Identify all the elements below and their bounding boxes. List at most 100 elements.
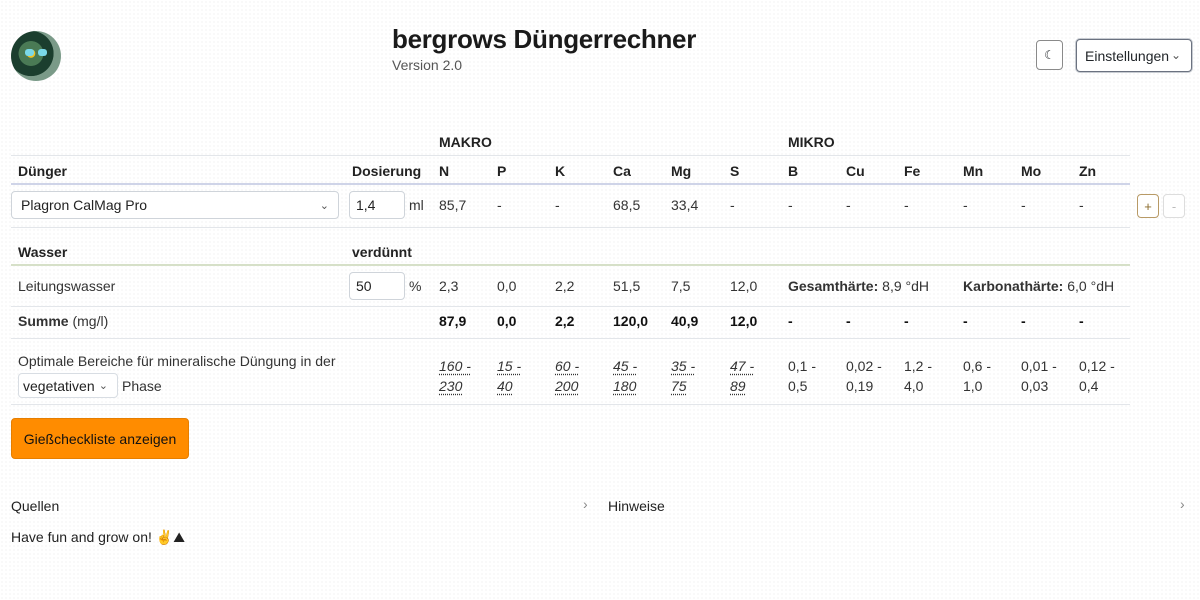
dilution-unit: % [409, 278, 422, 294]
accordion-quellen[interactable]: Quellen [11, 498, 60, 514]
fert-value-mg: 33,4 [671, 197, 699, 213]
col-header-mn: Mn [963, 163, 984, 179]
col-header-dosierung: Dosierung [352, 163, 422, 179]
fert-value-zn: - [1079, 197, 1084, 213]
col-header-zn: Zn [1079, 163, 1097, 179]
avatar-eye [25, 49, 34, 56]
fert-value-n: 85,7 [439, 197, 467, 213]
fertilizer-name: Plagron CalMag Pro [21, 197, 148, 213]
gesamthaerte: Gesamthärte: 8,9 °dH [788, 278, 929, 294]
dose-value: 1,4 [356, 197, 376, 213]
range-cu: 0,02 - 0,19 [846, 356, 882, 396]
range-low: 35 - [671, 358, 696, 374]
range-s[interactable]: 47 - 89 [730, 356, 754, 396]
gesamthaerte-value: 8,9 °dH [882, 278, 930, 294]
divider [11, 183, 1130, 185]
sum-title: Summe [18, 313, 69, 329]
range-p[interactable]: 15 - 40 [497, 356, 521, 396]
settings-dropdown[interactable]: Einstellungen ⌄ [1076, 39, 1192, 72]
col-header-mo: Mo [1021, 163, 1042, 179]
range-high: 89 [730, 378, 746, 394]
range-high: 0,4 [1079, 378, 1099, 394]
sum-label: Summe (mg/l) [18, 313, 108, 329]
fert-value-s: - [730, 197, 735, 213]
water-header: Wasser [18, 244, 68, 260]
phase-select[interactable]: vegetativen ⌄ [18, 373, 118, 398]
karbonathaerte-label: Karbonathärte: [963, 278, 1064, 294]
range-high: 180 [613, 378, 637, 394]
sum-value-b: - [788, 313, 793, 329]
range-low: 0,12 - [1079, 358, 1115, 374]
range-low: 160 - [439, 358, 471, 374]
water-value-ca: 51,5 [613, 278, 641, 294]
page-title: bergrows Düngerrechner [392, 24, 697, 54]
version-label: Version 2.0 [392, 57, 463, 73]
dilution-input[interactable]: 50 [349, 272, 405, 300]
range-low: 0,01 - [1021, 358, 1057, 374]
sum-value-p: 0,0 [497, 313, 517, 329]
water-diluted-header: verdünnt [352, 244, 412, 260]
avatar [11, 31, 61, 81]
range-high: 75 [671, 378, 687, 394]
range-mg[interactable]: 35 - 75 [671, 356, 695, 396]
range-low: 0,02 - [846, 358, 882, 374]
footer-text: Have fun and grow on! ✌️⛰ [11, 529, 185, 545]
range-low: 47 - [730, 358, 755, 374]
chevron-down-icon: ⌄ [1170, 48, 1181, 62]
sum-value-ca: 120,0 [613, 313, 649, 329]
avatar-eye [38, 49, 47, 56]
add-fertilizer-button[interactable]: + [1137, 194, 1159, 218]
col-header-s: S [730, 163, 740, 179]
col-header-b: B [788, 163, 799, 179]
sum-value-cu: - [846, 313, 851, 329]
phase-label: Phase [122, 378, 162, 394]
fert-value-b: - [788, 197, 793, 213]
group-makro: MAKRO [439, 134, 492, 150]
fert-value-fe: - [904, 197, 909, 213]
range-high: 1,0 [963, 378, 983, 394]
range-low: 60 - [555, 358, 580, 374]
checklist-button[interactable]: Gießcheckliste anzeigen [11, 418, 189, 459]
divider [11, 338, 1130, 339]
range-fe: 1,2 - 4,0 [904, 356, 932, 396]
gesamthaerte-label: Gesamthärte: [788, 278, 879, 294]
optimal-text: Optimale Bereiche für mineralische Düngu… [18, 353, 336, 369]
chevron-right-icon[interactable]: › [583, 496, 588, 512]
theme-toggle-button[interactable]: ☾ [1036, 40, 1063, 70]
karbonathaerte: Karbonathärte: 6,0 °dH [963, 278, 1114, 294]
col-header-ca: Ca [613, 163, 631, 179]
water-name: Leitungswasser [18, 278, 116, 294]
fert-value-mo: - [1021, 197, 1026, 213]
sum-value-mo: - [1021, 313, 1026, 329]
water-value-mg: 7,5 [671, 278, 691, 294]
range-ca[interactable]: 45 - 180 [613, 356, 637, 396]
range-b: 0,1 - 0,5 [788, 356, 816, 396]
col-header-cu: Cu [846, 163, 865, 179]
col-header-fe: Fe [904, 163, 921, 179]
sum-value-k: 2,2 [555, 313, 575, 329]
divider [11, 264, 1130, 266]
divider [11, 306, 1130, 307]
chevron-right-icon[interactable]: › [1180, 496, 1185, 512]
sum-value-mn: - [963, 313, 968, 329]
divider [11, 404, 1130, 405]
range-n[interactable]: 160 - 230 [439, 356, 471, 396]
col-header-p: P [497, 163, 507, 179]
fertilizer-select[interactable]: Plagron CalMag Pro ⌄ [11, 191, 339, 219]
range-high: 40 [497, 378, 513, 394]
fert-value-cu: - [846, 197, 851, 213]
dilution-value: 50 [356, 278, 372, 294]
fert-value-ca: 68,5 [613, 197, 641, 213]
settings-label: Einstellungen [1085, 47, 1170, 64]
karbonathaerte-value: 6,0 °dH [1067, 278, 1115, 294]
fert-value-mn: - [963, 197, 968, 213]
remove-fertilizer-button[interactable]: - [1163, 194, 1185, 218]
dose-input[interactable]: 1,4 [349, 191, 405, 219]
accordion-hinweise[interactable]: Hinweise [608, 498, 665, 514]
fert-value-k: - [555, 197, 560, 213]
divider [11, 155, 1130, 156]
moon-icon: ☾ [1044, 48, 1055, 62]
fert-value-p: - [497, 197, 502, 213]
range-k[interactable]: 60 - 200 [555, 356, 579, 396]
col-header-k: K [555, 163, 566, 179]
